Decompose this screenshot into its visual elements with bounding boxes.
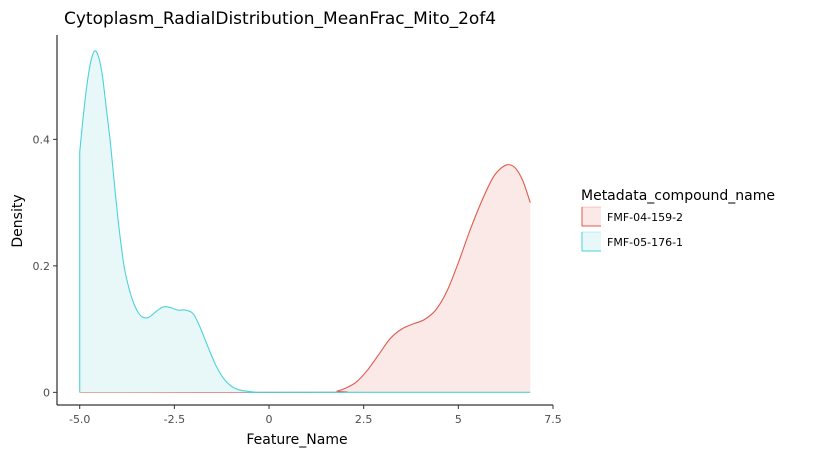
legend-swatch <box>582 207 601 226</box>
y-tick-label: 0.4 <box>33 133 51 146</box>
legend-swatch <box>582 232 601 251</box>
chart-title: Cytoplasm_RadialDistribution_MeanFrac_Mi… <box>64 9 496 29</box>
legend-items: FMF-04-159-2 FMF-05-176-1 <box>581 206 683 252</box>
y-tick-label: 0 <box>43 386 50 399</box>
x-tick-label: -5.0 <box>69 413 90 426</box>
legend-title: Metadata_compound_name <box>581 188 775 204</box>
legend-swatch-edge <box>581 232 601 252</box>
density-line-fmf-04-159-2 <box>79 164 531 393</box>
legend-label: FMF-04-159-2 <box>607 211 683 224</box>
x-tick-label: -2.5 <box>164 413 185 426</box>
plot-area <box>79 50 531 393</box>
x-tick-label: 2.5 <box>355 413 373 426</box>
density-area-fmf-04-159-2 <box>79 164 531 393</box>
x-axis-title: Feature_Name <box>246 432 347 448</box>
x-axis-ticks: -5.0 -2.5 0 2.5 5 7.5 <box>69 405 562 426</box>
x-tick-label: 5 <box>455 413 462 426</box>
legend-label: FMF-05-176-1 <box>607 236 683 249</box>
legend: Metadata_compound_name FMF-04-159-2FMF-0… <box>581 188 775 252</box>
x-tick-label: 7.5 <box>544 413 562 426</box>
y-tick-label: 0.2 <box>33 260 51 273</box>
x-tick-label: 0 <box>266 413 273 426</box>
y-axis-title: Density <box>10 194 26 247</box>
density-line-fmf-05-176-1 <box>79 50 531 393</box>
legend-swatch-edge <box>581 207 601 227</box>
density-area-fmf-05-176-1 <box>79 50 531 393</box>
y-axis-ticks: 0 0.2 0.4 <box>33 133 57 399</box>
